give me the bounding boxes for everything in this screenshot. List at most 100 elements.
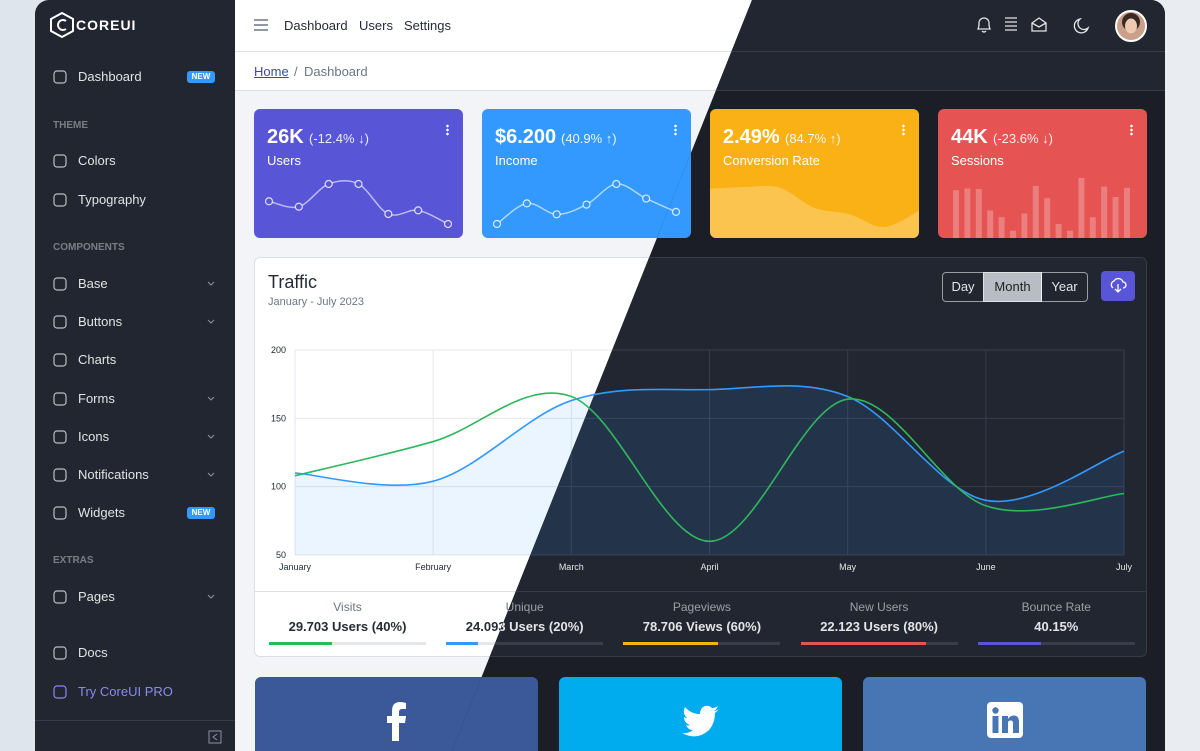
icon-shape	[53, 646, 67, 660]
item-label: Forms	[78, 391, 115, 406]
app: COREUI Dashboard NEW THEME Colors Typography…	[35, 0, 1165, 751]
sidebar-item[interactable]: Dashboard NEW	[35, 67, 235, 87]
breadcrumb-separator: /	[294, 64, 298, 79]
breadcrumb-link[interactable]: Home	[254, 64, 289, 79]
widget-menu[interactable]	[674, 124, 677, 136]
chevron-shape	[207, 319, 215, 324]
nav-link[interactable]: Dashboard	[284, 18, 348, 33]
sparkline-point	[522, 199, 531, 208]
nav-link[interactable]: Settings	[404, 18, 451, 33]
widget-value: 2.49%	[723, 126, 780, 148]
stat-label: Bounce Rate	[1021, 600, 1091, 614]
stat-widget: $6.200 (40.9% ↑) Income	[482, 109, 691, 238]
download-button[interactable]	[1101, 271, 1135, 301]
item-label: Widgets	[78, 505, 125, 520]
stat-column: Bounce Rate 40.15%	[977, 600, 1135, 645]
widget-menu[interactable]	[902, 124, 905, 136]
sparkline-bar	[975, 189, 982, 238]
sparkline-point	[582, 200, 591, 209]
widget-chart	[953, 178, 1130, 238]
period-button[interactable]: Month	[983, 272, 1042, 302]
stat-label: New Users	[849, 600, 909, 614]
sparkline-bar	[1067, 230, 1073, 238]
sparkline-bar	[1112, 196, 1119, 238]
item-label: Colors	[78, 153, 116, 168]
progress-bar	[269, 642, 332, 645]
widget-label: Conversion Rate	[723, 153, 820, 168]
sparkline-point	[414, 206, 423, 215]
facebook-icon	[387, 702, 406, 741]
sidebar-item[interactable]: Buttons	[35, 312, 235, 332]
sparkline-bar	[987, 210, 994, 238]
menu-toggle[interactable]	[254, 19, 268, 31]
icon-shape	[53, 430, 67, 444]
sparkline-point	[324, 179, 333, 189]
item-icon	[53, 353, 67, 367]
avatar[interactable]	[1115, 10, 1147, 42]
stat-label: Visits	[333, 600, 362, 614]
sidebar-item[interactable]: Icons	[35, 427, 235, 447]
x-tick-label: February	[415, 562, 452, 572]
progress-track	[977, 642, 1135, 645]
header-icons[interactable]	[975, 15, 1095, 35]
icon-shape	[53, 590, 67, 604]
sidebar-item[interactable]: Try CoreUI PRO	[35, 682, 235, 702]
twitter-card[interactable]	[559, 677, 842, 751]
sparkline-point	[492, 219, 502, 229]
sparkline-bar	[998, 217, 1005, 238]
item-label: Base	[78, 276, 108, 291]
collapse-toggle[interactable]	[208, 730, 222, 744]
chevron	[207, 396, 215, 401]
icon-shape	[53, 70, 67, 84]
stat-value: 29.703 Users (40%)	[288, 619, 407, 634]
item-label: Dashboard	[78, 69, 142, 84]
linkedin-card[interactable]	[863, 677, 1146, 751]
x-tick-label: January	[279, 562, 312, 572]
icon-shape	[53, 506, 67, 520]
sidebar-item[interactable]: Charts	[35, 350, 235, 370]
progress-bar	[446, 642, 478, 645]
sidebar-item[interactable]: Docs	[35, 643, 235, 663]
sparkline-point	[354, 179, 363, 189]
item-icon	[53, 590, 67, 604]
y-tick-label: 200	[271, 345, 286, 355]
sidebar-item[interactable]: Forms	[35, 389, 235, 409]
sidebar-item[interactable]: Colors	[35, 151, 235, 171]
widget-menu[interactable]	[1130, 124, 1133, 136]
card-title: Traffic	[268, 272, 318, 292]
item-icon	[53, 685, 67, 699]
nav-link[interactable]: Users	[359, 18, 393, 33]
widget-menu[interactable]	[446, 124, 449, 136]
chevron	[207, 319, 215, 324]
sidebar: COREUI Dashboard NEW THEME Colors Typography…	[35, 0, 235, 751]
x-tick-label: June	[976, 562, 996, 572]
sidebar-item[interactable]: Typography	[35, 190, 235, 210]
widget-change: (-23.6% ↓)	[993, 131, 1053, 146]
stat-widget: 26K (-12.4% ↓) Users	[254, 109, 463, 238]
item-icon	[53, 193, 67, 207]
widget-label: Sessions	[951, 153, 1004, 168]
divider	[452, 591, 1146, 592]
period-button[interactable]: Year	[1041, 272, 1088, 302]
sidebar-item[interactable]: Pages	[35, 587, 235, 607]
divider	[35, 720, 235, 721]
chevron	[207, 281, 215, 286]
sidebar-item[interactable]: Widgets NEW	[35, 503, 235, 523]
section-title: EXTRAS	[53, 555, 94, 566]
progress-bar	[800, 642, 927, 645]
item-label: Buttons	[78, 314, 123, 329]
sparkline-point	[671, 207, 681, 216]
sparkline-point	[642, 194, 651, 203]
sparkline-bar	[1032, 185, 1039, 238]
progress-bar	[977, 642, 1041, 645]
sidebar-item[interactable]: Notifications	[35, 465, 235, 485]
icon-shape	[53, 315, 67, 329]
item-icon	[53, 468, 67, 482]
sidebar-item[interactable]: Base	[35, 274, 235, 294]
sidebar-section: THEME	[35, 116, 235, 136]
sparkline-bar	[1089, 217, 1096, 238]
linkedin-icon	[987, 702, 1023, 738]
sidebar-section: EXTRAS	[35, 551, 235, 571]
x-tick-label: April	[700, 562, 718, 572]
brand-logo	[50, 11, 74, 39]
